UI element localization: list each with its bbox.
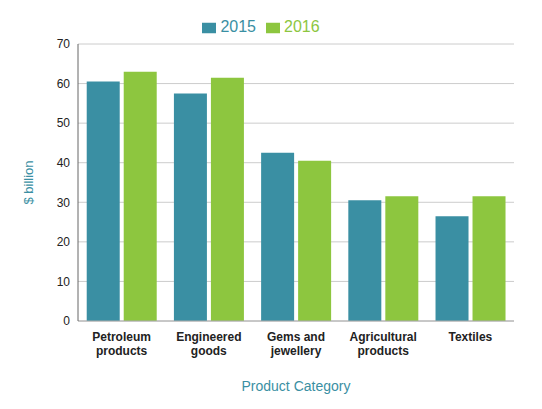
- svg-text:Petroleumproducts: Petroleumproducts: [92, 330, 151, 358]
- svg-text:Gems andjewellery: Gems andjewellery: [267, 330, 325, 358]
- svg-text:10: 10: [57, 275, 71, 289]
- svg-text:30: 30: [57, 196, 71, 210]
- svg-text:40: 40: [57, 156, 71, 170]
- html-text:2016: 2016: [284, 18, 320, 35]
- svg-text:$ billion: $ billion: [21, 160, 36, 204]
- svg-text:0: 0: [63, 314, 70, 328]
- svg-text:60: 60: [57, 77, 71, 91]
- svg-text:20: 20: [57, 235, 71, 249]
- svg-text:Agriculturalproducts: Agriculturalproducts: [350, 330, 417, 358]
- svg-text:50: 50: [57, 116, 71, 130]
- html-text:2015: 2015: [220, 18, 256, 35]
- svg-text:Engineeredgoods: Engineeredgoods: [176, 330, 241, 358]
- svg-text:Textiles: Textiles: [448, 330, 492, 344]
- svg-text:Product Category: Product Category: [242, 378, 351, 394]
- svg-text:70: 70: [57, 37, 71, 51]
